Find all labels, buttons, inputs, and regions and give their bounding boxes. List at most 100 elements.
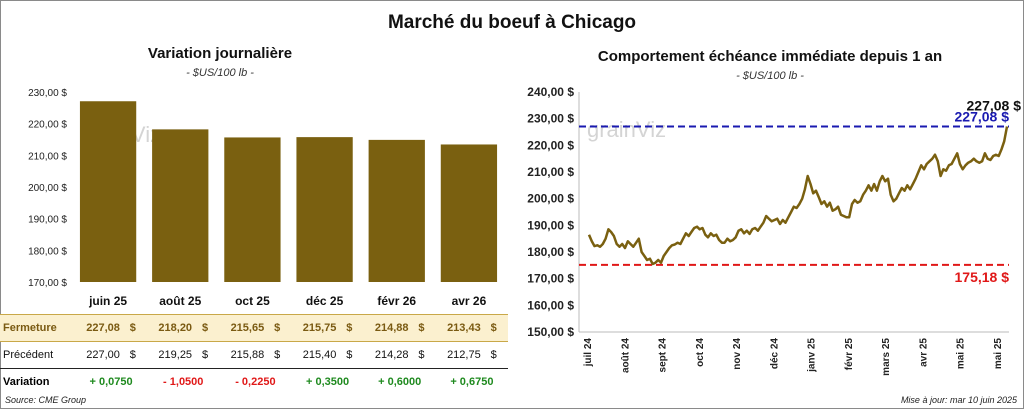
x-tick-label: oct 25 [235,294,270,308]
y-tick-label: 190,00 $ [527,218,574,232]
x-tick-label: févr 26 [377,294,416,308]
row-label: Variation [3,376,50,388]
table-cell: 227,00 $ [75,341,148,369]
table-row-close: Fermeture 227,08 $218,20 $215,65 $215,75 $214… [0,314,508,342]
bar [296,137,353,282]
row-label: Fermeture [0,314,75,342]
x-tick-label: févr 25 [844,338,855,371]
cell-value: 219,25 [158,349,193,361]
y-tick-label: 200,00 $ [527,192,574,206]
cell-value: 215,40 [302,349,337,361]
table-cell: 219,25 $ [147,341,220,369]
y-tick-label: 240,00 $ [527,85,574,99]
right-chart-unit: - $US/100 lb - [736,70,804,82]
x-tick-label: sept 24 [658,338,669,373]
cell-value: 227,00 [86,349,120,361]
table-cell: 215,40 $ [291,341,364,369]
cell-value: 215,88 [230,349,265,361]
cell-value: 213,43 [447,322,481,334]
y-tick-label: 170,00 $ [28,278,67,289]
high-value-label: 227,08 $ [955,108,1010,124]
price-line [587,126,1009,266]
table-cell: 215,65 $ [219,314,292,342]
x-tick-label: déc 24 [769,338,780,370]
currency-symbol: $ [346,349,353,361]
x-tick-label: oct 24 [695,338,706,367]
cell-value: 214,28 [374,349,409,361]
x-tick-label: nov 24 [732,338,743,370]
last-value-label: 227,08 $ [967,97,1022,113]
values-table: Fermeture 227,08 $218,20 $215,65 $215,75 $214… [0,314,508,395]
table-cell: 214,88 $ [363,314,436,342]
x-tick-label: mai 25 [993,338,1004,370]
table-row-previous: Précédent 227,00 $219,25 $215,88 $215,40 $214… [0,341,508,369]
page-title: Marché du boeuf à Chicago [387,12,637,33]
x-tick-label: mars 25 [881,338,892,376]
x-tick-label: août 25 [159,294,201,308]
currency-symbol: $ [346,322,353,334]
y-tick-label: 160,00 $ [527,298,574,312]
cell-value: 227,08 [86,322,120,334]
table-cell: 215,75 $ [291,314,364,342]
y-tick-label: 180,00 $ [28,246,67,257]
currency-symbol: $ [274,322,281,334]
y-tick-label: 200,00 $ [28,183,67,194]
x-tick-label: mai 25 [956,338,967,370]
x-tick-label: juin 25 [88,294,127,308]
watermark-text: grainViz [587,117,666,142]
cell-value: 214,88 [374,322,409,334]
y-tick-label: 230,00 $ [28,88,67,99]
x-tick-label: août 24 [620,338,631,373]
currency-symbol: $ [490,349,497,361]
x-tick-label: janv 25 [807,338,818,373]
currency-symbol: $ [418,322,425,334]
table-cell: 218,20 $ [147,314,220,342]
cell-value: 212,75 [447,349,481,361]
table-cell: + 0,6000 [378,376,422,388]
table-cell: 227,08 $ [75,314,148,342]
cell-value: 215,65 [230,322,265,334]
line-chart: 150,00 $ 160,00 $ 170,00 $ 180,00 $ 190,00 $… [527,85,1022,376]
cell-value: 218,20 [158,322,193,334]
left-chart-title: Variation journalière [147,45,293,62]
table-row-variation: Variation + 0,0750 - 1,0500 - 0,2250 + 0,350… [0,369,508,396]
x-tick-label: juil 24 [583,338,594,368]
table-cell: + 0,0750 [89,376,133,388]
y-tick-label: 220,00 $ [28,120,67,131]
low-value-label: 175,18 $ [955,269,1010,285]
currency-symbol: $ [274,349,281,361]
bar-chart: 170,00 $ 180,00 $ 190,00 $ 200,00 $ 210,00 $… [28,88,498,308]
currency-symbol: $ [129,349,136,361]
x-tick-label: déc 25 [306,294,344,308]
table-cell: + 0,6750 [450,376,494,388]
bar [440,144,498,282]
x-tick-label: avr 26 [452,294,487,308]
table-cell: - 0,2250 [235,376,276,388]
update-text: Mise à jour: mar 10 juin 2025 [900,395,1017,405]
currency-symbol: $ [201,349,209,361]
table-cell: 215,88 $ [219,341,292,369]
bar [224,137,281,282]
table-cell: 212,75 $ [435,341,508,369]
y-tick-label: 220,00 $ [527,138,574,152]
source-text: Source: CME Group [5,395,87,405]
table-cell: - 1,0500 [163,376,204,388]
left-chart-unit: - $US/100 lb - [186,67,254,79]
table-cell: 213,43 $ [435,314,508,342]
table-cell: 214,28 $ [363,341,436,369]
currency-symbol: $ [490,322,497,334]
row-label: Précédent [0,341,75,369]
y-tick-label: 180,00 $ [527,245,574,259]
y-tick-label: 230,00 $ [527,112,574,126]
y-tick-label: 170,00 $ [527,272,574,286]
table-cell: + 0,3500 [305,376,350,388]
bar [152,129,209,282]
currency-symbol: $ [418,349,425,361]
x-tick-label: avr 25 [918,338,929,367]
y-tick-label: 150,00 $ [527,325,574,339]
bar [368,139,425,282]
cell-value: 215,75 [302,322,337,334]
y-tick-label: 210,00 $ [28,151,67,162]
y-tick-label: 190,00 $ [28,215,67,226]
currency-symbol: $ [129,322,136,334]
